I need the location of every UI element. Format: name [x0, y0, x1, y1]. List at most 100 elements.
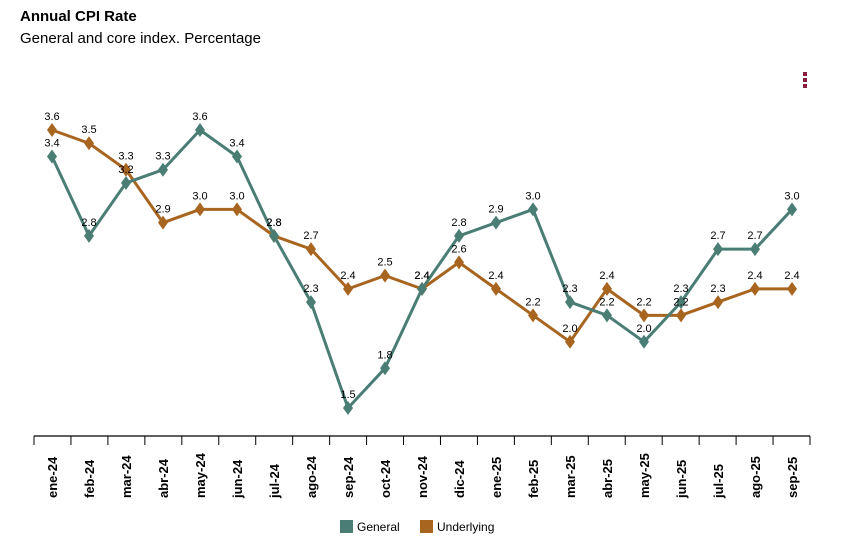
data-point-underlying [158, 215, 168, 230]
data-label: 2.3 [562, 283, 577, 295]
data-label: 1.5 [340, 389, 355, 401]
data-point-underlying [750, 281, 760, 296]
x-tick-label: abr-25 [600, 459, 615, 498]
data-label: 2.9 [155, 204, 170, 216]
legend-label-general: General [357, 520, 400, 534]
x-tick-label: jun-25 [674, 460, 689, 499]
data-label: 2.2 [599, 296, 614, 308]
data-point-general [269, 228, 279, 243]
data-label: 3.0 [229, 190, 244, 202]
chart-subtitle: General and core index. Percentage [20, 30, 261, 47]
data-label: 2.2 [525, 296, 540, 308]
data-label: 2.3 [303, 283, 318, 295]
x-tick-label: may-24 [193, 452, 208, 498]
data-point-underlying [713, 295, 723, 310]
x-tick-label: abr-24 [156, 458, 171, 498]
x-tick-label: nov-24 [415, 455, 430, 498]
data-label: 3.5 [81, 124, 96, 136]
data-point-underlying [232, 202, 242, 217]
data-label: 3.3 [118, 151, 133, 163]
data-point-underlying [84, 136, 94, 151]
data-point-general [639, 334, 649, 349]
data-label: 3.0 [192, 190, 207, 202]
data-point-general [343, 401, 353, 415]
data-label: 2.4 [784, 270, 799, 282]
data-label: 2.5 [377, 257, 392, 269]
data-label: 2.4 [340, 270, 355, 282]
x-tick-label: feb-25 [526, 460, 541, 498]
x-tick-label: ago-25 [748, 456, 763, 498]
data-label: 2.4 [414, 270, 429, 282]
x-tick-label: oct-24 [378, 459, 393, 498]
data-label: 2.4 [488, 270, 503, 282]
data-point-underlying [602, 281, 612, 296]
x-tick-label: mar-24 [119, 455, 134, 498]
data-label: 2.6 [451, 243, 466, 255]
data-point-general [158, 162, 168, 177]
data-label: 3.4 [229, 137, 244, 149]
x-tick-label: may-25 [637, 453, 652, 498]
x-tick-label: mar-25 [563, 455, 578, 498]
data-point-general [195, 123, 205, 137]
data-label: 2.4 [599, 270, 614, 282]
data-point-underlying [676, 308, 686, 323]
data-label: 2.7 [747, 230, 762, 242]
data-point-general [750, 242, 760, 257]
data-label: 3.4 [44, 137, 59, 149]
legend-swatch-underlying [420, 520, 433, 533]
data-point-underlying [343, 281, 353, 296]
data-point-underlying [380, 268, 390, 283]
data-point-general [676, 295, 686, 310]
data-label: 2.7 [303, 230, 318, 242]
data-point-general [787, 202, 797, 217]
data-label: 2.8 [266, 217, 281, 229]
data-point-underlying [565, 334, 575, 349]
data-point-underlying [47, 123, 57, 137]
data-label: 2.3 [710, 283, 725, 295]
data-label: 3.0 [784, 190, 799, 202]
x-tick-label: feb-24 [82, 459, 97, 498]
data-label: 3.2 [118, 164, 133, 176]
data-label: 2.8 [451, 217, 466, 229]
data-label: 3.6 [44, 111, 59, 123]
x-tick-label: dic-24 [452, 460, 467, 498]
data-label: 2.4 [747, 270, 762, 282]
data-point-general [528, 202, 538, 217]
x-tick-label: jul-25 [711, 464, 726, 499]
x-tick-label: ene-25 [489, 457, 504, 498]
x-tick-label: jun-24 [230, 459, 245, 499]
data-label: 3.0 [525, 190, 540, 202]
chart-title: Annual CPI Rate [20, 8, 137, 25]
data-label: 2.2 [636, 296, 651, 308]
data-point-underlying [454, 255, 464, 270]
legend-swatch-general [340, 520, 353, 533]
data-point-general [121, 175, 131, 190]
x-tick-label: sep-25 [785, 457, 800, 498]
data-point-underlying [195, 202, 205, 217]
data-label: 2.0 [562, 323, 577, 335]
data-point-underlying [306, 242, 316, 257]
data-label: 2.8 [266, 217, 281, 229]
data-point-underlying [121, 162, 131, 177]
data-point-underlying [787, 281, 797, 296]
data-point-general [454, 228, 464, 243]
data-label: 1.8 [377, 349, 392, 361]
data-label: 3.3 [155, 151, 170, 163]
data-label: 2.4 [414, 270, 429, 282]
data-label: 2.8 [81, 217, 96, 229]
data-point-general [47, 149, 57, 164]
data-point-general [491, 215, 501, 230]
data-point-general [417, 281, 427, 296]
x-tick-label: sep-24 [341, 456, 356, 498]
data-point-general [602, 308, 612, 323]
data-point-underlying [639, 308, 649, 323]
data-label: 2.2 [673, 296, 688, 308]
data-point-underlying [528, 308, 538, 323]
more-vertical-icon[interactable] [800, 72, 810, 92]
data-label: 2.9 [488, 204, 503, 216]
x-tick-label: jul-24 [267, 463, 282, 499]
data-label: 2.3 [673, 283, 688, 295]
x-tick-label: ago-24 [304, 455, 319, 498]
legend-label-underlying: Underlying [437, 520, 494, 534]
data-point-general [565, 295, 575, 310]
